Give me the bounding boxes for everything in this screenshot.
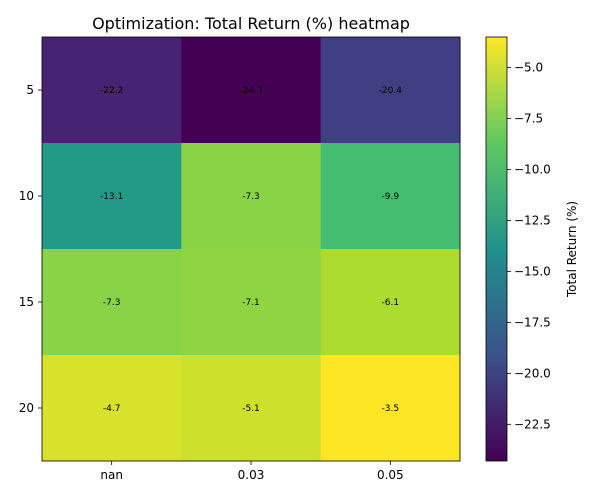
- cell-value-label: -7.3: [242, 192, 260, 202]
- cell-value-label: -3.5: [382, 404, 400, 414]
- heatmap-cell: [320, 37, 461, 144]
- x-tick-label: nan: [100, 468, 123, 482]
- colorbar-tick-label: −15.0: [514, 264, 551, 278]
- heatmap-cell: [181, 355, 322, 462]
- colorbar-tick-label: −17.5: [514, 315, 551, 329]
- x-tick-label: 0.03: [238, 468, 265, 482]
- cell-value-label: -20.4: [379, 86, 403, 96]
- cell-value-label: -9.9: [382, 192, 400, 202]
- colorbar-tick-label: −5.0: [514, 61, 543, 75]
- heatmap-cell: [181, 249, 322, 356]
- cell-value-label: -13.1: [100, 192, 123, 202]
- heatmap-cell: [181, 143, 322, 250]
- cell-value-label: -24.3: [239, 86, 262, 96]
- heatmap-cell: [320, 355, 461, 462]
- colorbar: −5.0 −7.5 −10.0 −12.5 −15.0 −17.5 −20.0 −22.5: [485, 36, 551, 462]
- colorbar-tick-label: −7.5: [514, 112, 543, 126]
- heatmap-cell: [181, 37, 322, 144]
- y-tick-label: 15: [19, 295, 34, 309]
- cell-value-label: -7.3: [103, 298, 121, 308]
- cell-value-label: -4.7: [103, 404, 121, 414]
- heatmap-cell: [42, 249, 182, 356]
- colorbar-tick-label: −22.5: [514, 417, 551, 431]
- cell-value-label: -22.2: [100, 86, 123, 96]
- colorbar-tick-label: −12.5: [514, 213, 551, 227]
- colorbar-label: Total Return (%): [565, 201, 579, 298]
- heatmap-cell: [42, 355, 182, 462]
- y-axis: 5 10 15 20: [19, 83, 42, 415]
- heatmap-cell: [320, 143, 461, 250]
- chart-title: Optimization: Total Return (%) heatmap: [92, 14, 410, 33]
- heatmap-cell: [42, 143, 182, 250]
- colorbar-gradient: [485, 36, 508, 462]
- y-tick-label: 5: [26, 83, 34, 97]
- y-tick-label: 20: [19, 401, 34, 415]
- heatmap-cell: [320, 249, 461, 356]
- colorbar-tick-label: −10.0: [514, 163, 551, 177]
- y-tick-label: 10: [19, 189, 34, 203]
- cell-value-label: -5.1: [242, 404, 260, 414]
- colorbar-tick-label: −20.0: [514, 366, 551, 380]
- x-axis: nan 0.03 0.05: [100, 461, 404, 482]
- x-tick-label: 0.05: [377, 468, 404, 482]
- heatmap-cells: -22.2 -24.3 -20.4 -13.1 -7.3 -9.9 -7.3 -7.1 -6.1…: [42, 37, 461, 462]
- cell-value-label: -7.1: [242, 298, 260, 308]
- heatmap-cell: [42, 37, 182, 144]
- cell-value-label: -6.1: [382, 298, 400, 308]
